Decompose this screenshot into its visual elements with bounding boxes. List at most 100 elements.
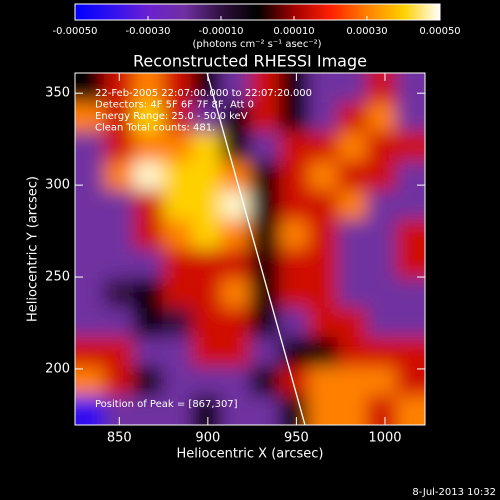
heatmap-cell (308, 161, 338, 191)
heatmap-cell (308, 190, 338, 221)
heatmap-cell (395, 395, 425, 425)
heatmap-cell (162, 190, 193, 221)
heatmap-cell (250, 190, 280, 221)
heatmap-cell (104, 161, 134, 191)
heatmap-cell (220, 190, 251, 221)
heatmap-cell (395, 249, 425, 279)
heatmap-cell (75, 131, 105, 162)
heatmap-cell (104, 190, 134, 221)
heatmap-cell (279, 219, 309, 250)
heatmap-cell (104, 249, 134, 279)
heatmap-cell (191, 366, 222, 397)
colorbar-label: (photons cm⁻² s⁻¹ asec⁻²) (192, 39, 321, 50)
heatmap-cell (337, 395, 368, 425)
x-tick-label: 1000 (368, 431, 401, 446)
y-tick-label: 300 (45, 178, 70, 193)
heatmap-cell (279, 249, 309, 279)
heatmap-cell (366, 102, 397, 133)
colorbar-tick-label: 0.00030 (346, 26, 387, 37)
heatmap-cell (162, 131, 193, 162)
heatmap-cell (133, 219, 163, 250)
heatmap-cell (395, 337, 425, 367)
heatmap-cell (337, 366, 368, 397)
heatmap-cell (191, 337, 222, 367)
heatmap-cell (220, 278, 251, 309)
heatmap-cell (133, 190, 163, 221)
heatmap-cell (104, 278, 134, 309)
heatmap-cell (220, 366, 251, 397)
heatmap-cell (162, 395, 193, 425)
heatmap-cell (337, 219, 368, 250)
heatmap-cell (220, 131, 251, 162)
heatmap-cell (104, 102, 134, 133)
colorbar-tick-label: 0.00010 (273, 26, 314, 37)
heatmap-cell (337, 102, 368, 133)
heatmap-cell (308, 278, 338, 309)
heatmap-cell (366, 395, 397, 425)
heatmap-cell (250, 337, 280, 367)
heatmap-cell (191, 278, 222, 309)
x-tick-label: 850 (107, 431, 132, 446)
annotation: Detectors: 4F 5F 6F 7F 8F, Att 0 (95, 100, 254, 111)
heatmap-cell (75, 102, 105, 133)
x-tick-label: 950 (284, 431, 309, 446)
solar-limb (206, 73, 306, 425)
heatmap-cell (337, 73, 368, 103)
heatmap-cell (104, 131, 134, 162)
heatmap-cell (366, 190, 397, 221)
heatmap-cell (191, 249, 222, 279)
heatmap-cell (308, 366, 338, 397)
y-tick-label: 250 (45, 270, 70, 285)
heatmap (75, 73, 425, 425)
heatmap-cell (75, 307, 105, 338)
annotation: 22-Feb-2005 22:07:00.000 to 22:07:20.000 (95, 88, 312, 99)
heatmap-cell (366, 161, 397, 191)
heatmap-cell (191, 219, 222, 250)
heatmap-cell (133, 307, 163, 338)
heatmap-cell (337, 190, 368, 221)
heatmap-cell (133, 278, 163, 309)
heatmap-cell (395, 73, 425, 103)
heatmap-cell (308, 73, 338, 103)
heatmap-cell (308, 219, 338, 250)
heatmap-cell (366, 307, 397, 338)
heatmap-cell (104, 337, 134, 367)
heatmap-cell (220, 219, 251, 250)
heatmap-cells (75, 73, 425, 425)
heatmap-cell (308, 131, 338, 162)
heatmap-cell (337, 278, 368, 309)
heatmap-cell (250, 102, 280, 133)
y-tick-label: 200 (45, 361, 70, 376)
heatmap-cell (279, 307, 309, 338)
heatmap-cell (366, 278, 397, 309)
heatmap-cell (395, 131, 425, 162)
heatmap-cell (75, 73, 105, 103)
heatmap-cell (191, 131, 222, 162)
heatmap-cell (104, 366, 134, 397)
heatmap-cell (133, 249, 163, 279)
heatmap-cell (366, 249, 397, 279)
heatmap-cell (162, 73, 193, 103)
heatmap-cell (279, 190, 309, 221)
heatmap-cell (366, 337, 397, 367)
heatmap-cell (191, 307, 222, 338)
heatmap-cell (75, 366, 105, 397)
heatmap-cell (220, 307, 251, 338)
heatmap-cell (162, 337, 193, 367)
heatmap-cell (75, 249, 105, 279)
heatmap-cell (250, 395, 280, 425)
heatmap-cell (308, 102, 338, 133)
heatmap-cell (220, 395, 251, 425)
heatmap-cell (104, 307, 134, 338)
heatmap-cell (191, 395, 222, 425)
heatmap-cell (162, 219, 193, 250)
heatmap-cell (337, 307, 368, 338)
heatmap-cell (191, 73, 222, 103)
annotation: Clean Total counts: 481. (95, 123, 215, 134)
heatmap-cell (337, 161, 368, 191)
heatmap-cell (75, 219, 105, 250)
heatmap-cell (337, 131, 368, 162)
heatmap-cell (279, 102, 309, 133)
heatmap-cell (308, 307, 338, 338)
